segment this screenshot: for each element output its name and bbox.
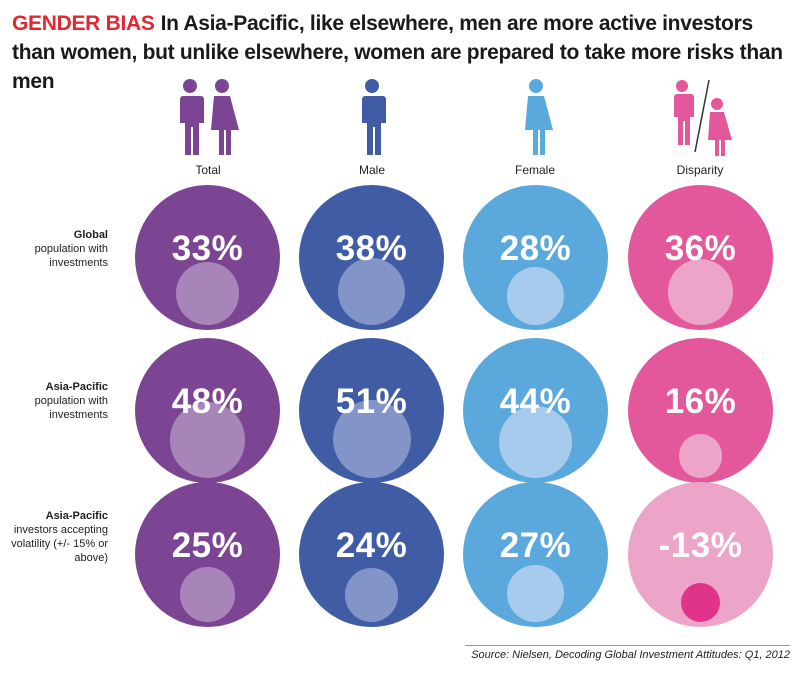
- bubble-inner-marker: [507, 565, 564, 622]
- bubble-inner-marker: [169, 402, 246, 478]
- male-female-icon: [179, 79, 239, 155]
- bubble-male-row-2: 51%: [299, 338, 444, 483]
- row-label-rest: population with investments: [34, 243, 108, 269]
- bubble-male-row-1: 38%: [299, 185, 444, 330]
- bubble-value-label: 16%: [664, 382, 737, 421]
- bubble-inner-marker: [180, 567, 235, 622]
- bubble-total-row-1: 33%: [135, 185, 280, 330]
- bubble-inner-marker: [506, 267, 565, 325]
- bubble-inner-marker: [344, 568, 399, 622]
- column-label-male: Male: [358, 163, 385, 177]
- source-rule: [465, 645, 790, 646]
- bubble-value-label: 27%: [499, 526, 572, 565]
- bubble-value-label: 33%: [171, 229, 244, 268]
- bubble-male-row-3: 24%: [299, 482, 444, 627]
- female-icon: [525, 79, 553, 155]
- row-label-apac: Asia-Pacific population with investments: [0, 380, 108, 422]
- bubble-inner-marker: [678, 434, 723, 478]
- row-label-volatility: Asia-Pacific investors accepting volatil…: [0, 509, 108, 565]
- bubble-value-label: 28%: [499, 229, 572, 268]
- bubble-total-row-2: 48%: [135, 338, 280, 483]
- bubble-value-label: 38%: [335, 229, 408, 268]
- bubble-inner-marker: [337, 257, 406, 325]
- bubble-inner-marker: [176, 262, 239, 325]
- bubble-female-row-1: 28%: [463, 185, 608, 330]
- bubble-female-row-2: 44%: [463, 338, 608, 483]
- source-note: Source: Nielsen, Decoding Global Investm…: [471, 649, 790, 661]
- bubble-inner-marker: [667, 259, 734, 325]
- row-label-global: Global population with investments: [0, 228, 108, 270]
- title-text: In Asia-Pacific, like elsewhere, men are…: [12, 12, 783, 93]
- bubble-disparity-row-2: 16%: [628, 338, 773, 483]
- male-icon: [361, 79, 386, 155]
- bubble-value-label: 25%: [171, 526, 244, 565]
- column-label-disparity: Disparity: [676, 163, 724, 177]
- row-label-rest: population with investments: [34, 395, 108, 421]
- chart-title: GENDER BIAS In Asia-Pacific, like elsewhe…: [12, 9, 792, 96]
- bubble-value-label: 44%: [499, 382, 572, 421]
- bubble-value-label: 36%: [664, 229, 737, 268]
- row-label-bold: Global: [73, 229, 108, 241]
- title-tag: GENDER BIAS: [12, 12, 155, 35]
- row-label-bold: Asia-Pacific: [45, 381, 108, 393]
- male-slash-female-icon: [673, 79, 732, 156]
- column-label-total: Total: [195, 163, 221, 177]
- bubble-female-row-3: 27%: [463, 482, 608, 627]
- bubble-disparity-row-3: -13%: [628, 482, 773, 627]
- row-label-bold: Asia-Pacific: [45, 510, 108, 522]
- bubble-inner-marker: [499, 405, 572, 478]
- bubble-inner-marker: [680, 582, 721, 622]
- bubble-value-label: 24%: [335, 526, 408, 565]
- bubble-value-label: 48%: [171, 382, 244, 421]
- row-label-rest: investors accepting volatility (+/- 15% …: [11, 524, 108, 564]
- column-label-female: Female: [514, 163, 555, 177]
- bubble-value-label: 51%: [335, 382, 408, 421]
- bubble-value-label: -13%: [658, 526, 743, 565]
- bubble-inner-marker: [332, 400, 411, 478]
- bubble-total-row-3: 25%: [135, 482, 280, 627]
- bubble-disparity-row-1: 36%: [628, 185, 773, 330]
